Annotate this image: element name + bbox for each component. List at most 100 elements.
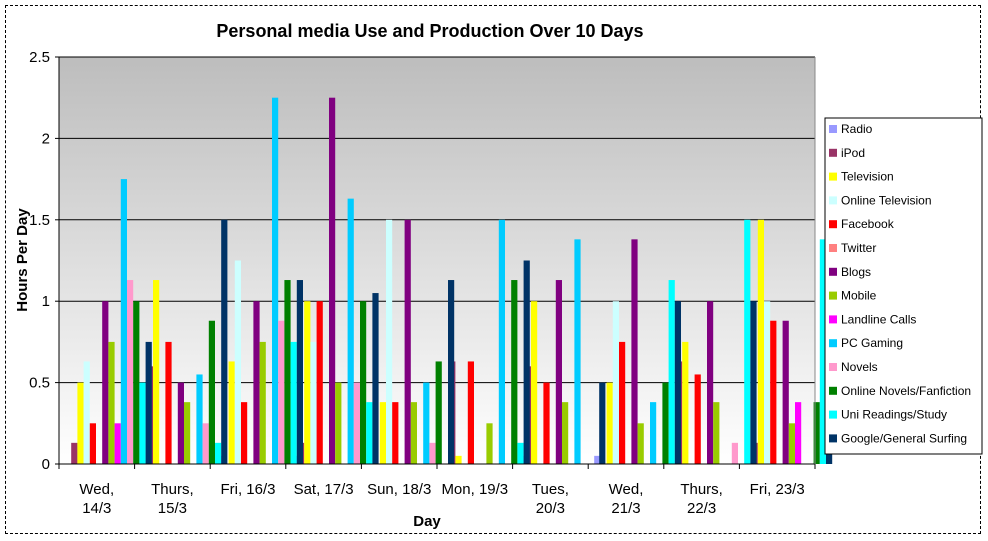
bar — [360, 301, 367, 464]
bar — [133, 301, 140, 464]
bar — [253, 301, 260, 464]
x-tick-label: Thurs, 22/3 — [680, 481, 723, 517]
legend-label: Novels — [841, 360, 878, 374]
bar — [637, 423, 644, 464]
bar — [795, 402, 802, 464]
bar — [329, 97, 336, 464]
bar — [423, 382, 430, 464]
y-tick-label: 2.5 — [29, 49, 50, 66]
legend-swatch — [829, 196, 837, 205]
bar — [202, 423, 209, 464]
axes — [58, 57, 816, 469]
bar — [272, 97, 279, 464]
bar — [517, 442, 524, 464]
bar — [77, 382, 84, 464]
bar — [455, 455, 462, 464]
legend-swatch — [829, 291, 837, 300]
x-tick-labels: Wed, 14/3 Thurs, 15/3 Fri, 16/3 Sat, 17/3 Sun,… — [79, 481, 804, 517]
legend-label: Google/General Surfing — [841, 431, 967, 445]
bar — [347, 198, 354, 464]
bar — [196, 374, 203, 464]
y-axis-title: Hours Per Day — [14, 208, 31, 312]
bar — [467, 361, 474, 464]
bar — [429, 442, 436, 464]
bar — [228, 361, 235, 464]
legend-label: Television — [841, 170, 894, 184]
bar — [543, 382, 550, 464]
legend-swatch — [829, 244, 837, 252]
bar — [108, 341, 115, 464]
bar — [650, 402, 657, 464]
x-tick-label: Tues, 20/3 — [532, 481, 569, 517]
bar — [562, 402, 569, 464]
bar — [594, 455, 601, 464]
bar — [353, 382, 360, 464]
x-tick-label: Wed, 21/3 — [609, 481, 644, 517]
bar — [819, 239, 826, 464]
bar — [606, 382, 613, 464]
bar — [234, 260, 241, 464]
bar — [102, 301, 109, 464]
bar — [165, 341, 172, 464]
bar — [731, 442, 738, 464]
legend-swatch — [829, 125, 837, 133]
bar — [694, 374, 701, 464]
x-tick-label: Mon, 19/3 — [441, 481, 508, 498]
bar — [316, 301, 323, 464]
bar — [404, 219, 411, 464]
bar — [284, 280, 291, 464]
legend-label: Blogs — [841, 265, 871, 279]
x-tick-label: Wed, 14/3 — [79, 481, 114, 517]
bar — [631, 239, 638, 464]
legend-label: Landline Calls — [841, 312, 916, 326]
gridlines — [55, 56, 815, 465]
bar — [153, 280, 160, 464]
bar — [435, 361, 442, 464]
bar — [713, 402, 720, 464]
legend-swatch — [829, 386, 837, 395]
bar — [296, 280, 303, 464]
bar — [335, 382, 342, 464]
legend-label: Online Television — [841, 193, 932, 207]
bar — [71, 442, 78, 464]
x-tick-label: Fri, 23/3 — [750, 481, 805, 498]
bar — [139, 382, 146, 464]
bar — [782, 320, 789, 464]
y-tick-label: 1.5 — [29, 212, 50, 229]
bar — [612, 301, 619, 464]
chart-title: Personal media Use and Production Over 1… — [216, 21, 643, 41]
bar — [221, 219, 228, 464]
legend-label: Facebook — [841, 217, 895, 231]
bar — [177, 382, 184, 464]
bar — [386, 219, 393, 464]
x-tick-label: Thurs, 15/3 — [151, 481, 194, 517]
bar — [259, 341, 266, 464]
bar — [241, 402, 248, 464]
bar — [486, 423, 493, 464]
legend-label: PC Gaming — [841, 336, 903, 350]
legend-swatch — [829, 315, 837, 324]
bars — [71, 97, 833, 464]
bar — [448, 280, 455, 464]
legend-label: Twitter — [841, 241, 876, 255]
bar — [674, 301, 681, 464]
bar — [599, 382, 606, 464]
bar — [619, 341, 626, 464]
bar — [788, 423, 795, 464]
bar — [366, 402, 373, 464]
legend-swatch — [829, 172, 837, 181]
x-axis-title: Day — [413, 513, 441, 530]
bar — [372, 293, 379, 464]
y-tick-label: 2 — [42, 130, 50, 147]
x-tick-label: Sun, 18/3 — [367, 481, 431, 498]
bar — [744, 219, 751, 464]
bar — [498, 219, 505, 464]
legend-label: Radio — [841, 122, 873, 136]
bar — [114, 423, 121, 464]
bar — [379, 402, 386, 464]
bar — [511, 280, 518, 464]
legend-label: Uni Readings/Study — [841, 408, 947, 422]
bar — [531, 301, 538, 464]
x-tick-label: Sat, 17/3 — [294, 481, 354, 498]
